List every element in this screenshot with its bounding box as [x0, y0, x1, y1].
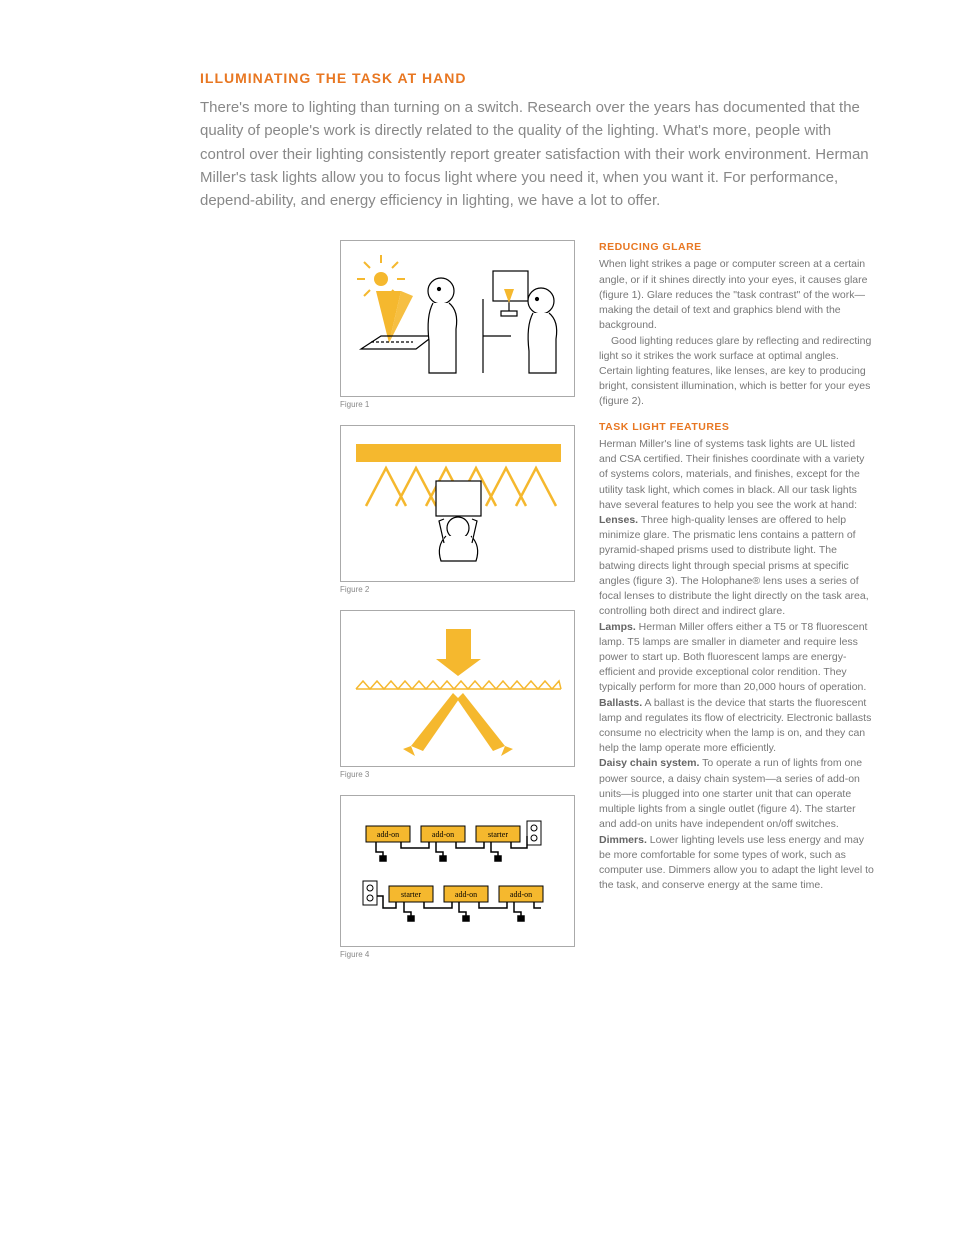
- lenses-label: Lenses.: [599, 514, 638, 526]
- features-dimmers: Dimmers. Lower lighting levels use less …: [599, 833, 874, 894]
- features-intro: Herman Miller's line of systems task lig…: [599, 437, 874, 513]
- daisy-label: Daisy chain system.: [599, 757, 699, 769]
- ballasts-label: Ballasts.: [599, 697, 642, 709]
- features-ballasts: Ballasts. A ballast is the device that s…: [599, 696, 874, 757]
- fig4-label: add-on: [510, 890, 532, 899]
- dimmers-label: Dimmers.: [599, 834, 647, 846]
- fig4-label: add-on: [432, 830, 454, 839]
- glare-p1: When light strikes a page or computer sc…: [599, 257, 874, 333]
- figure-1-caption: Figure 1: [340, 400, 575, 409]
- figure-2: [340, 425, 575, 582]
- lamps-text: Herman Miller offers either a T5 or T8 f…: [599, 621, 867, 694]
- figure-2-caption: Figure 2: [340, 585, 575, 594]
- glare-p2: Good lighting reduces glare by reflectin…: [599, 334, 874, 410]
- fig4-label: starter: [401, 890, 421, 899]
- text-column: REDUCING GLARE When light strikes a page…: [599, 240, 874, 975]
- features-daisy: Daisy chain system. To operate a run of …: [599, 756, 874, 832]
- section-title-features: TASK LIGHT FEATURES: [599, 420, 874, 435]
- figure-3: [340, 610, 575, 767]
- section-title-glare: REDUCING GLARE: [599, 240, 874, 255]
- lamps-label: Lamps.: [599, 621, 636, 633]
- figure-1: [340, 240, 575, 397]
- figure-3-caption: Figure 3: [340, 770, 575, 779]
- intro-paragraph: There's more to lighting than turning on…: [200, 96, 874, 212]
- lenses-text: Three high-quality lenses are offered to…: [599, 514, 869, 617]
- fig4-label: add-on: [377, 830, 399, 839]
- content-columns: Figure 1: [200, 240, 874, 975]
- figure-4-caption: Figure 4: [340, 950, 575, 959]
- figure-4: add-on add-on starter: [340, 795, 575, 947]
- fig4-label: starter: [488, 830, 508, 839]
- main-title: ILLUMINATING THE TASK AT HAND: [200, 70, 874, 86]
- figures-column: Figure 1: [340, 240, 575, 975]
- features-lamps: Lamps. Herman Miller offers either a T5 …: [599, 620, 874, 696]
- features-lenses: Lenses. Three high-quality lenses are of…: [599, 513, 874, 620]
- fig4-label: add-on: [455, 890, 477, 899]
